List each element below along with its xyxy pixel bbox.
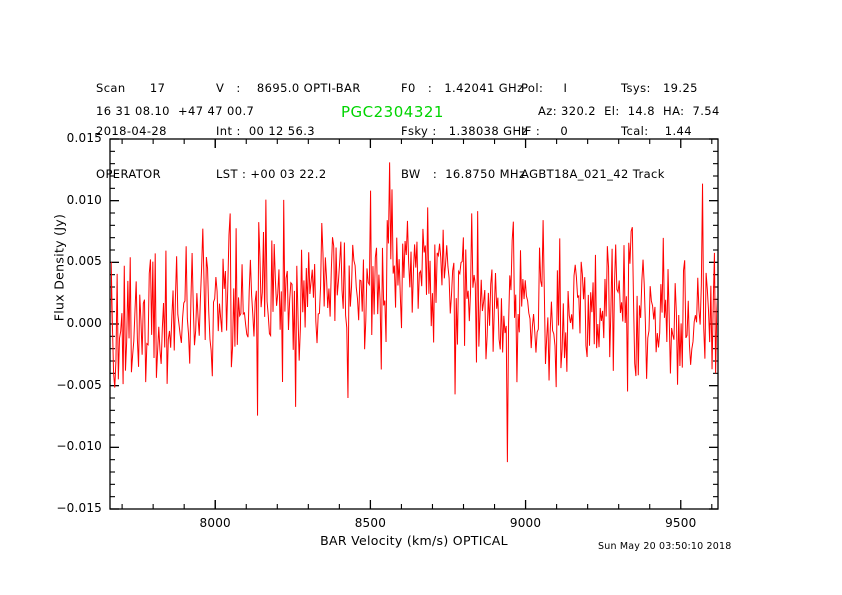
y-tick-label: −0.010	[56, 439, 102, 454]
header-velocity: V : 8695.0 OPTI-BAR	[216, 81, 361, 95]
plot-timestamp: Sun May 20 03:50:10 2018	[598, 541, 732, 552]
header-int: Int : 00 12 56.3	[216, 124, 316, 138]
header-fsky: Fsky : 1.38038 GHz	[401, 124, 528, 138]
header-row: Scan 17 V : 8695.0 OPTI-BAR F0 : 1.42041 G…	[96, 81, 698, 96]
x-tick-label: 9500	[665, 516, 697, 530]
header-date: 2018-04-28	[96, 124, 167, 138]
header-tcal: Tcal: 1.44	[621, 124, 692, 138]
y-tick-label: 0.005	[66, 254, 102, 269]
y-tick-label: −0.015	[56, 501, 102, 515]
header-operator: OPERATOR	[96, 167, 162, 181]
x-tick-label: 8500	[354, 516, 387, 530]
y-tick-label: 0.010	[66, 192, 102, 207]
scan-header-block: Scan 17 V : 8695.0 OPTI-BAR F0 : 1.42041 G…	[96, 53, 698, 196]
header-pol: Pol: I	[521, 81, 568, 95]
y-tick-label: 0.000	[66, 316, 102, 330]
source-coordinates: 16 31 08.10 +47 47 00.7	[96, 104, 255, 118]
header-tsys: Tsys: 19.25	[621, 81, 698, 95]
spectrum-trace	[111, 162, 717, 463]
header-scan: Scan 17	[96, 81, 166, 95]
y-tick-label: 0.015	[66, 131, 102, 145]
header-lst: LST : +00 03 22.2	[216, 167, 327, 181]
x-axis-label: BAR Velocity (km/s) OPTICAL	[320, 533, 508, 548]
x-tick-label: 8000	[199, 516, 231, 530]
header-if: IF : 0	[521, 124, 569, 138]
source-name: PGC2304321	[341, 103, 444, 121]
y-tick-label: −0.005	[56, 377, 102, 392]
antenna-pointing-info: Az: 320.2 El: 14.8 HA: 7.54	[538, 104, 720, 118]
x-tick-label: 9000	[509, 516, 542, 530]
header-row: OPERATOR LST : +00 03 22.2 BW : 16.8750 MH…	[96, 167, 698, 182]
header-bw: BW : 16.8750 MHz	[401, 167, 526, 181]
header-f0: F0 : 1.42041 GHz	[401, 81, 524, 95]
header-row: 2018-04-28 Int : 00 12 56.3 Fsky : 1.38038…	[96, 124, 698, 139]
